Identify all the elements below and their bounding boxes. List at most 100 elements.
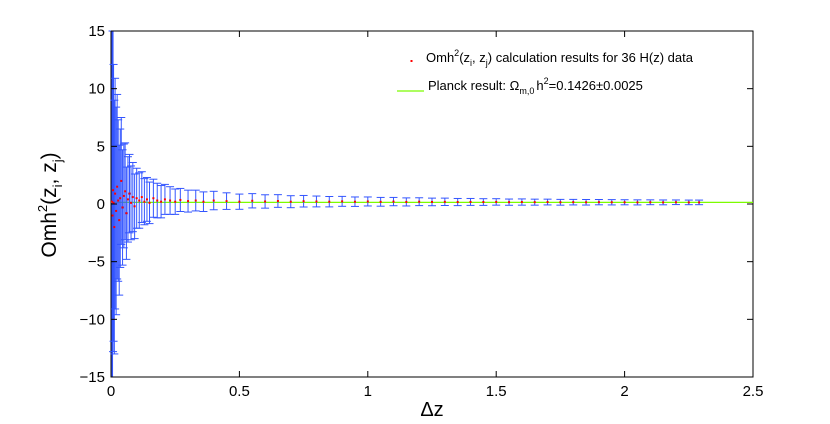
data-point [482, 201, 485, 204]
y-axis-label-sup: 2 [35, 205, 50, 212]
data-point [114, 192, 117, 195]
data-point [520, 201, 523, 204]
data-point [636, 201, 639, 204]
legend: Omh2(zi, zj) calculation results for 36 … [397, 48, 694, 96]
data-point [119, 197, 122, 200]
y-axis-label-arg3: ) [38, 152, 61, 159]
y-axis-label-arg1: (z [38, 187, 61, 205]
data-point [140, 196, 143, 199]
data-point [152, 197, 155, 200]
legend-swatch-points [410, 60, 413, 62]
legend-planck-prefix: Planck result: Ω [428, 78, 520, 93]
data-point [156, 199, 159, 202]
data-point [379, 200, 382, 203]
data-point [662, 201, 665, 204]
data-point-layer [111, 179, 701, 229]
data-point [597, 201, 600, 204]
data-point [353, 200, 356, 203]
data-point [120, 179, 123, 182]
data-point [276, 200, 279, 203]
data-point [113, 226, 116, 229]
data-point [546, 201, 549, 204]
y-axis-label-sub-i: i [50, 184, 65, 187]
y-tick-label: 5 [97, 138, 105, 155]
legend-points-omh: Omh [426, 50, 454, 65]
data-point [405, 200, 408, 203]
data-point [135, 197, 138, 200]
data-point [698, 201, 701, 204]
data-point [418, 200, 421, 203]
x-tick-label: 2.5 [743, 383, 764, 400]
legend-planck-sub: m,0 [519, 86, 534, 96]
data-point [130, 201, 133, 204]
data-point [133, 205, 136, 208]
data-point [124, 190, 127, 193]
legend-label-points: Omh2(zi, zj) calculation results for 36 … [426, 48, 694, 68]
data-point [366, 200, 369, 203]
data-point [174, 200, 177, 203]
data-point [163, 198, 166, 201]
data-point [238, 200, 241, 203]
legend-planck-h: h [536, 78, 543, 93]
data-point [687, 201, 690, 204]
data-point [112, 201, 115, 204]
data-point [289, 200, 292, 203]
y-axis-label: Omh2(zi, zj) [35, 152, 65, 257]
data-point [341, 200, 344, 203]
data-point [126, 198, 129, 201]
data-point [431, 200, 433, 203]
data-point [610, 201, 613, 204]
data-point [302, 200, 305, 203]
data-point [328, 200, 331, 203]
data-point [112, 189, 115, 192]
data-point [121, 206, 124, 209]
data-point [111, 200, 114, 203]
data-point [212, 199, 215, 202]
y-axis-label-arg2: , z [38, 162, 61, 184]
data-point [187, 200, 190, 203]
y-axis-label-base: Omh [38, 212, 61, 258]
y-tick-label: 10 [88, 81, 105, 98]
data-point [225, 200, 228, 203]
data-point [128, 192, 131, 195]
data-point [533, 201, 536, 204]
data-point [131, 196, 134, 199]
data-point [117, 199, 120, 202]
y-axis-label-group: Omh2(zi, zj) [35, 152, 65, 257]
data-point [122, 194, 125, 197]
legend-planck-value: =0.1426±0.0025 [549, 78, 643, 93]
data-point [456, 201, 459, 204]
data-point [111, 214, 114, 217]
data-point [169, 199, 172, 202]
legend-label-planck: Planck result: Ωm,0 h2=0.1426±0.0025 [428, 76, 643, 96]
data-point [508, 201, 511, 204]
data-point [179, 198, 182, 201]
data-point [469, 200, 472, 203]
data-point [585, 201, 588, 204]
errorbar [109, 31, 118, 353]
data-point [495, 200, 498, 203]
data-point [143, 200, 146, 203]
y-tick-label: 0 [97, 196, 105, 213]
x-tick-label: 2 [620, 383, 628, 400]
data-point [138, 199, 141, 202]
legend-planck-sup: 2 [544, 76, 549, 86]
data-point [116, 185, 119, 188]
data-point [148, 201, 151, 204]
y-tick-layer: −15 −10 −5 0 5 10 15 [80, 23, 753, 386]
x-tick-layer: 0 0.5 1 1.5 2 2.5 [107, 31, 764, 400]
data-point [264, 200, 267, 203]
data-point [649, 201, 652, 204]
legend-points-sup: 2 [454, 48, 459, 58]
data-point [194, 199, 197, 202]
data-point [145, 198, 148, 201]
y-tick-label: 15 [88, 23, 105, 40]
data-point [623, 201, 626, 204]
data-point [392, 200, 395, 203]
x-tick-label: 0 [107, 383, 115, 400]
legend-points-sub-j: j [485, 58, 488, 68]
x-tick-label: 1.5 [486, 383, 507, 400]
x-tick-label: 1 [364, 383, 372, 400]
